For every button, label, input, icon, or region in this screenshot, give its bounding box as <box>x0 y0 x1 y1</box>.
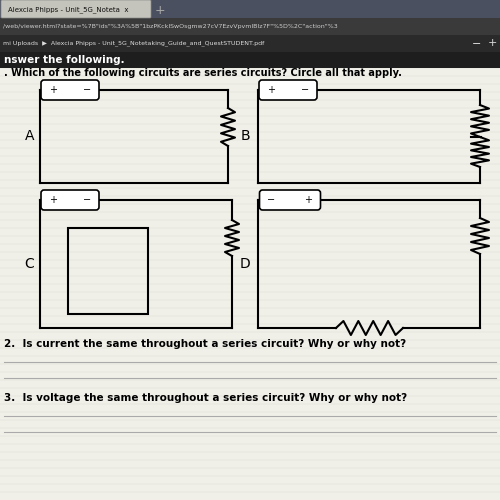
Text: nswer the following.: nswer the following. <box>4 55 124 65</box>
Text: −: − <box>268 195 276 205</box>
Text: +: + <box>49 85 57 95</box>
Text: +: + <box>155 4 166 16</box>
Text: Alexcia Phipps - Unit_5G_Noteta  x: Alexcia Phipps - Unit_5G_Noteta x <box>8 6 128 14</box>
FancyBboxPatch shape <box>41 190 99 210</box>
Text: /web/viewer.html?state=%7B"ids"%3A%5B"1bzPKcklSwOsgmw27cV7EzvVpvmlBIz7F"%5D%2C"a: /web/viewer.html?state=%7B"ids"%3A%5B"1b… <box>3 24 338 29</box>
Bar <box>0 35 500 52</box>
Bar <box>68 228 148 314</box>
Text: 2.  Is current the same throughout a series circuit? Why or why not?: 2. Is current the same throughout a seri… <box>4 339 406 349</box>
Text: +: + <box>304 195 312 205</box>
FancyBboxPatch shape <box>41 80 99 100</box>
Text: −: − <box>301 85 309 95</box>
Text: +: + <box>488 38 498 48</box>
FancyBboxPatch shape <box>1 0 151 18</box>
Bar <box>0 18 500 35</box>
Bar <box>0 0 500 18</box>
Text: B: B <box>240 130 250 143</box>
FancyBboxPatch shape <box>259 80 317 100</box>
Text: −: − <box>83 195 91 205</box>
Bar <box>0 52 500 500</box>
Text: mi Uploads  ▶  Alexcia Phipps - Unit_5G_Notetaking_Guide_and_QuestSTUDENT.pdf: mi Uploads ▶ Alexcia Phipps - Unit_5G_No… <box>3 40 264 46</box>
Text: . Which of the following circuits are series circuits? Circle all that apply.: . Which of the following circuits are se… <box>4 68 402 78</box>
Text: 3.  Is voltage the same throughout a series circuit? Why or why not?: 3. Is voltage the same throughout a seri… <box>4 393 407 403</box>
Text: A: A <box>24 130 34 143</box>
Bar <box>0 52 500 68</box>
Text: C: C <box>24 257 34 271</box>
FancyBboxPatch shape <box>260 190 320 210</box>
Text: −: − <box>472 38 482 48</box>
Text: +: + <box>267 85 275 95</box>
Text: +: + <box>49 195 57 205</box>
Text: D: D <box>240 257 250 271</box>
Text: −: − <box>83 85 91 95</box>
